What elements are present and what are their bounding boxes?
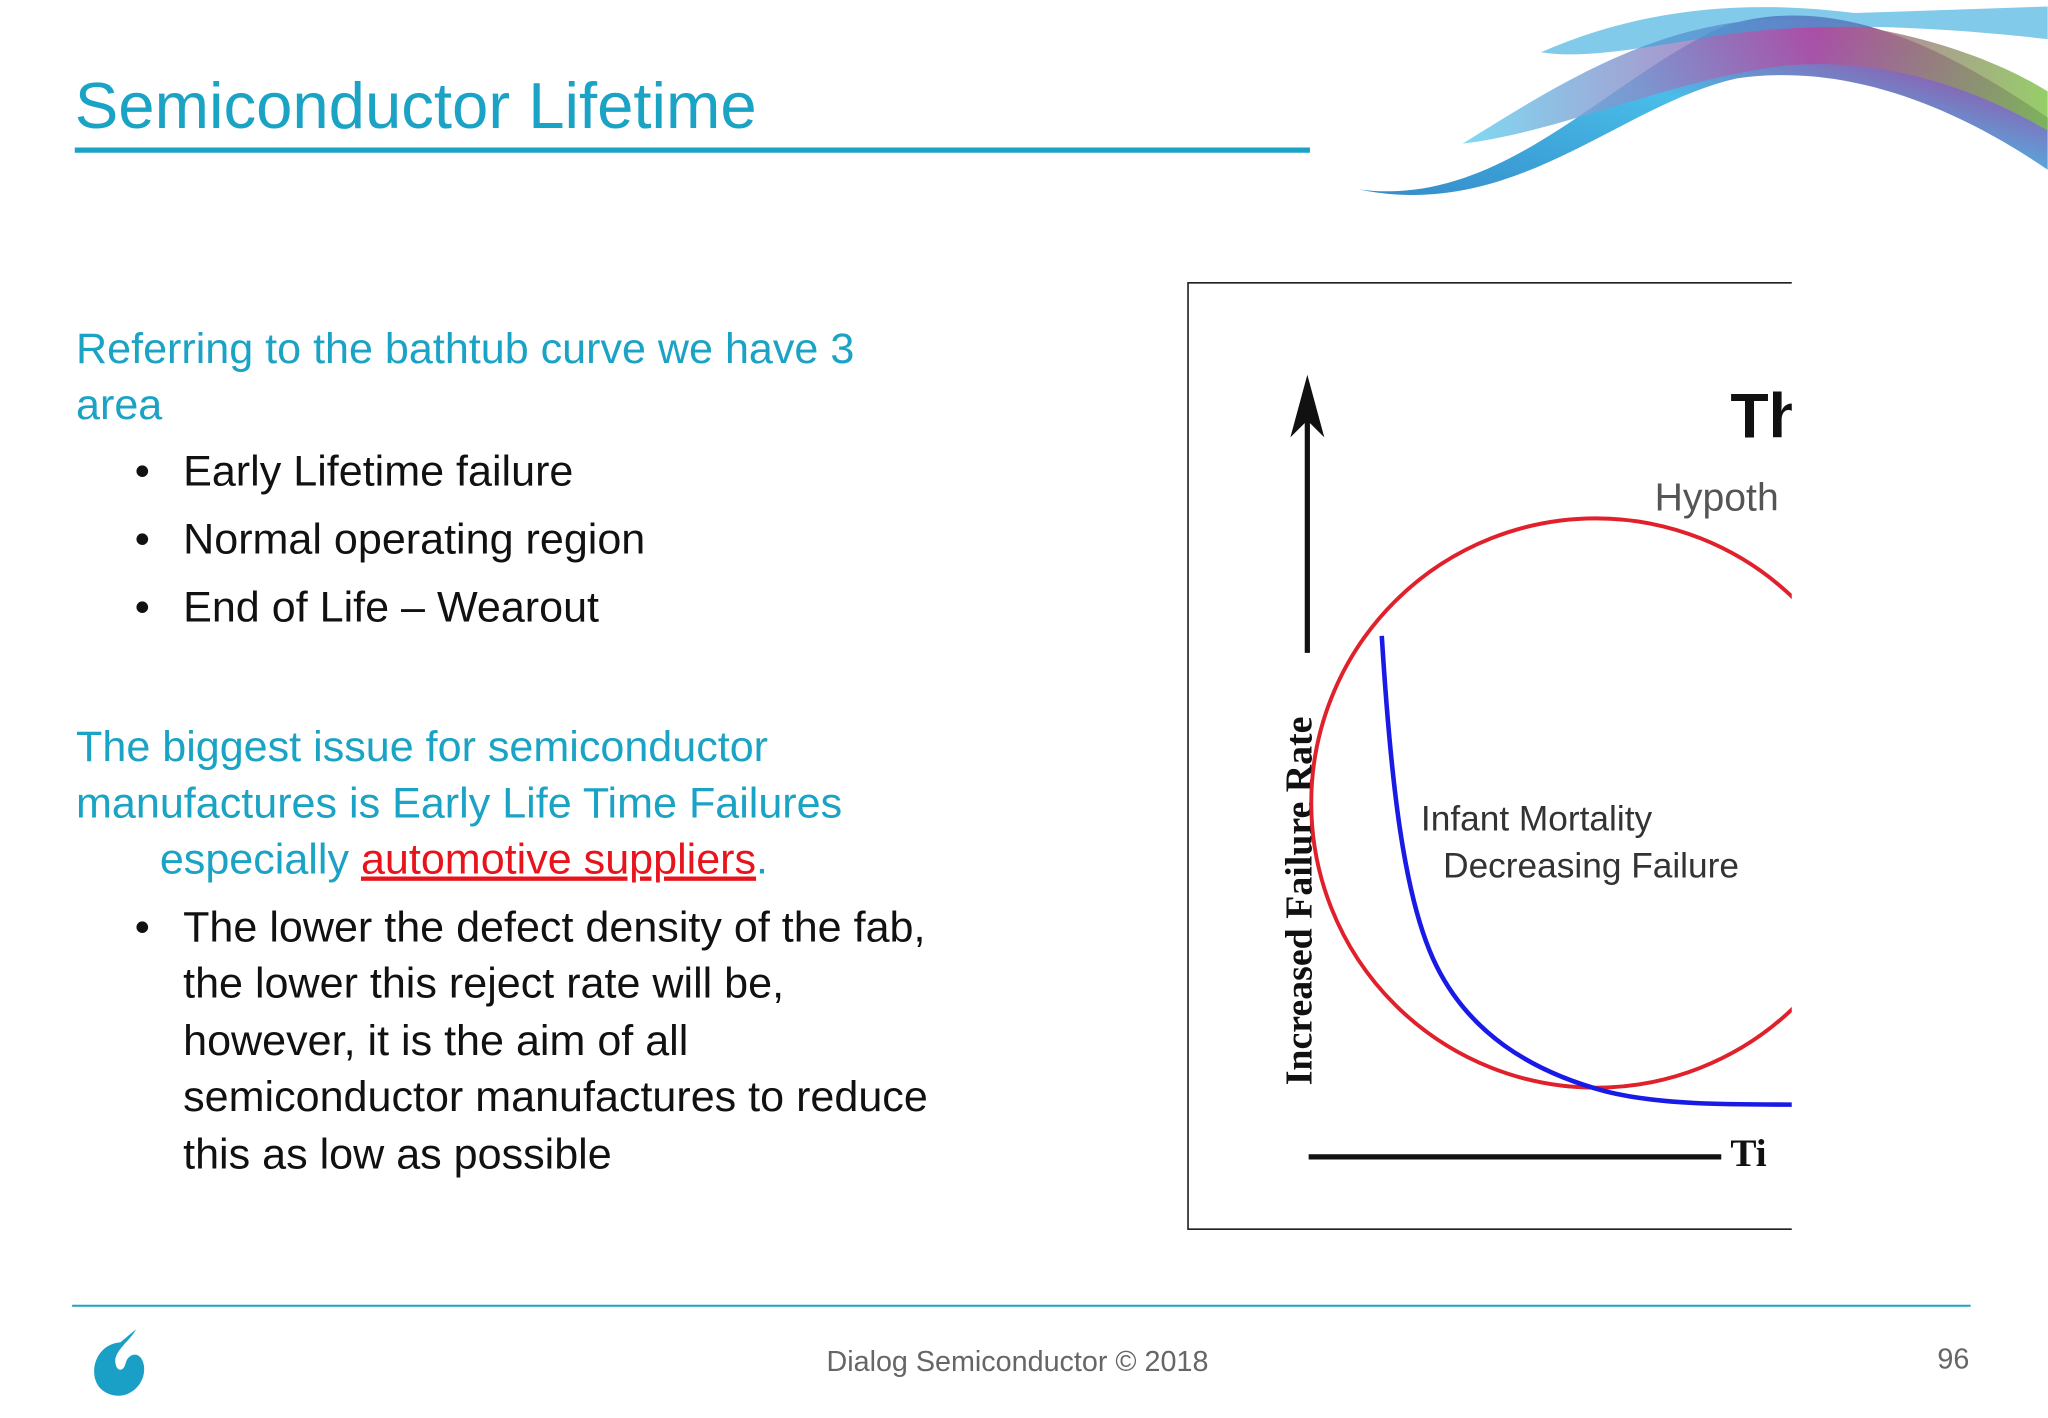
bullet-line: semiconductor manufactures to reduce (183, 1073, 928, 1121)
decoration-swoosh (1358, 6, 2048, 196)
bullet-dot: • (135, 584, 150, 632)
x-axis-label: Ti (1730, 1132, 1766, 1175)
paragraph-line: area (76, 381, 162, 429)
arrow-head (1290, 374, 1325, 438)
text-span: . (756, 836, 768, 884)
failure-curve (1379, 635, 1792, 1107)
body-text: Referring to the bathtub curve we have 3… (76, 325, 928, 1179)
highlight-link: automotive suppliers (361, 836, 756, 884)
paragraph-line: manufactures is Early Life Time Failures (76, 779, 842, 827)
bullet-dot: • (135, 516, 150, 564)
bullet-dot: • (135, 448, 150, 496)
bullet-item: Early Lifetime failure (183, 448, 573, 496)
bullet-item: Normal operating region (183, 516, 645, 564)
slide-title: Semiconductor Lifetime (75, 69, 757, 142)
footer-text: Dialog Semiconductor © 2018 (826, 1346, 1208, 1378)
bullet-dot: • (135, 903, 150, 951)
paragraph-line: The biggest issue for semiconductor (76, 723, 768, 771)
figure-title: Th (1730, 381, 1807, 451)
paragraph-line: Referring to the bathtub curve we have 3 (76, 325, 854, 373)
bullet-item: End of Life – Wearout (183, 584, 599, 632)
figure-subtitle: Hypoth (1655, 477, 1779, 520)
bullet-line: The lower the defect density of the fab, (183, 903, 925, 951)
text-span: especially (160, 836, 361, 884)
bullet-line: however, it is the aim of all (183, 1017, 688, 1065)
page-number: 96 (1937, 1343, 1969, 1375)
region-label: Infant Mortality (1421, 799, 1653, 838)
bathtub-figure: Increased Failure Rate Ti Th Hypoth Infa… (1187, 282, 1807, 1230)
region-label: Decreasing Failure (1443, 846, 1739, 885)
paragraph-line: especially automotive suppliers. (76, 836, 828, 884)
bullet-line: this as low as possible (183, 1131, 612, 1179)
bullet-line: the lower this reject rate will be, (183, 960, 784, 1008)
company-logo (94, 1329, 145, 1396)
